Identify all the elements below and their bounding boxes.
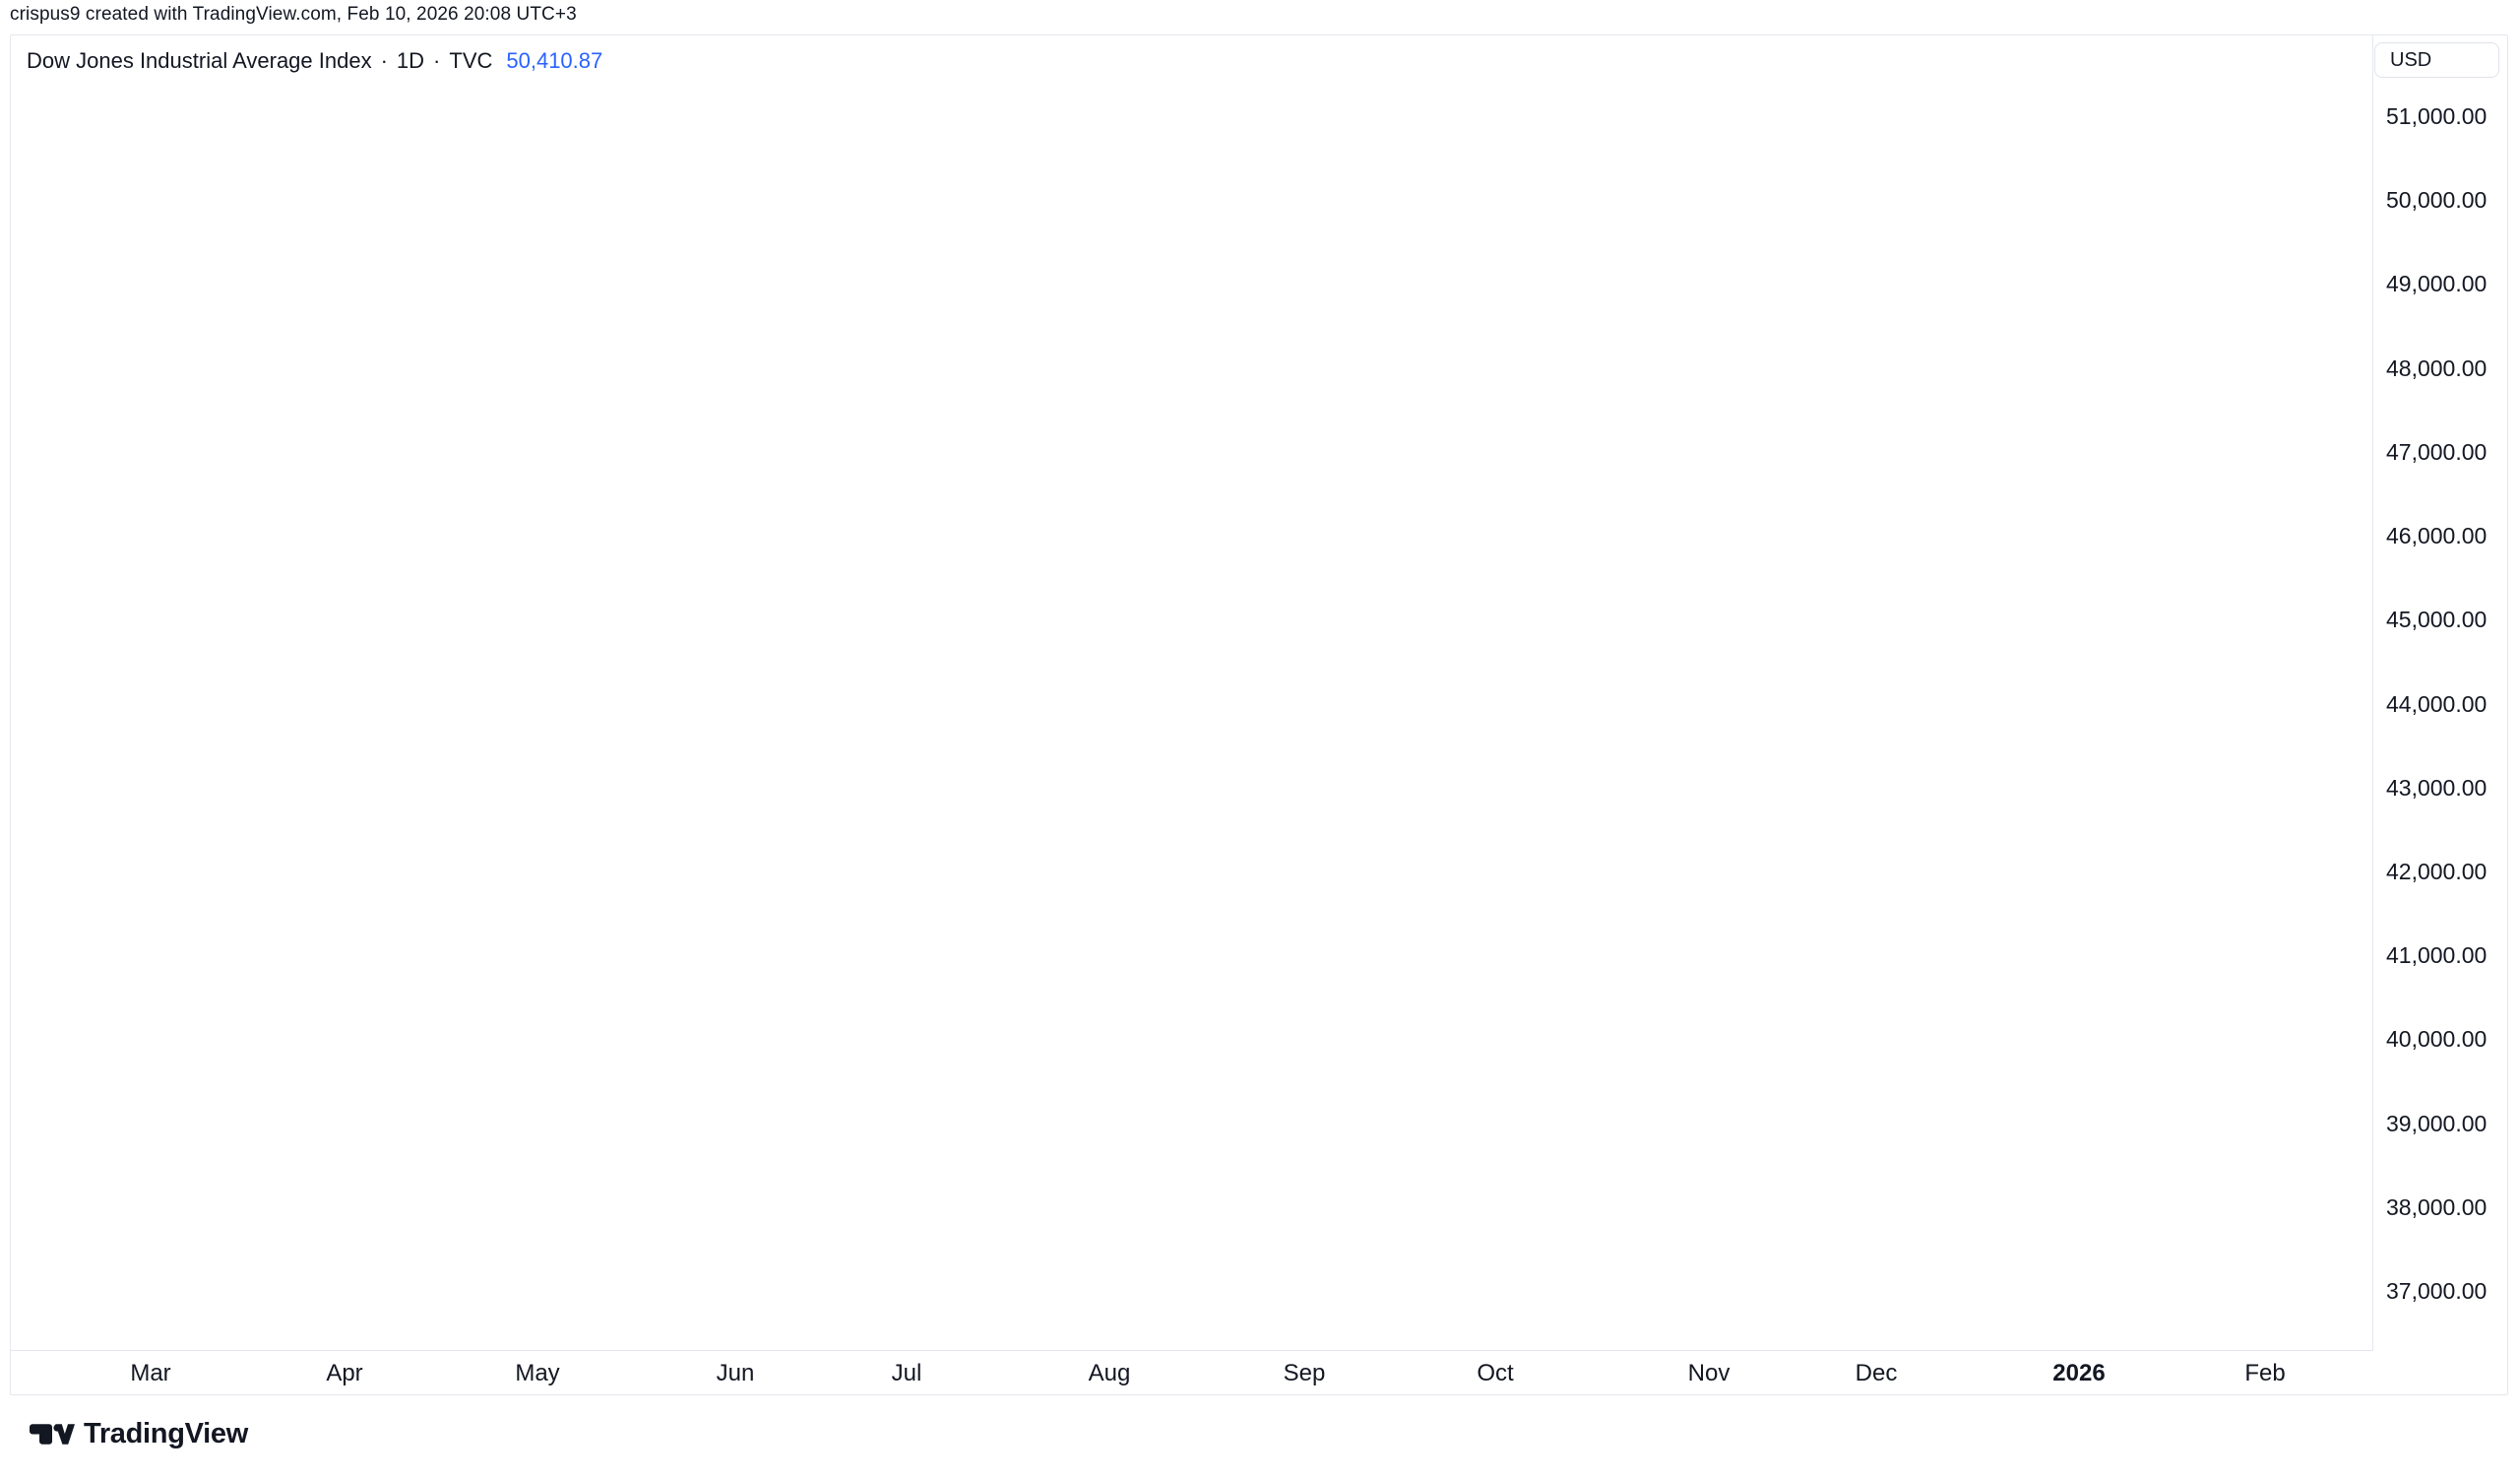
price-tick-label: 46,000.00 (2386, 523, 2488, 549)
time-tick-label: Sep (1283, 1360, 1326, 1386)
chart-legend: Dow Jones Industrial Average Index · 1D … (27, 47, 602, 75)
tradingview-logo[interactable]: TradingView (30, 1418, 248, 1450)
time-tick-label: Jul (891, 1360, 922, 1386)
time-axis-separator (11, 1350, 2373, 1351)
last-price-value: 50,410.87 (506, 48, 603, 73)
price-tick-label: 49,000.00 (2386, 271, 2488, 297)
attribution-text: crispus9 created with TradingView.com, F… (10, 4, 577, 25)
currency-button[interactable]: USD (2374, 42, 2499, 78)
time-tick-label: Dec (1855, 1360, 1898, 1386)
time-tick-label: Apr (326, 1360, 363, 1386)
time-tick-label: Mar (130, 1360, 171, 1386)
price-tick-label: 47,000.00 (2386, 438, 2488, 465)
tradingview-logomark-icon (30, 1424, 75, 1445)
price-tick-label: 51,000.00 (2386, 103, 2488, 129)
legend-separator: · (433, 48, 441, 73)
price-tick-label: 44,000.00 (2386, 690, 2488, 717)
time-tick-label: May (515, 1360, 560, 1386)
exchange-label: TVC (449, 48, 493, 73)
chart-panel (10, 34, 2508, 1395)
price-tick-label: 38,000.00 (2386, 1193, 2488, 1220)
time-tick-label: Jun (716, 1360, 755, 1386)
price-tick-label: 42,000.00 (2386, 858, 2488, 884)
price-tick-label: 39,000.00 (2386, 1110, 2488, 1136)
time-tick-label: Oct (1477, 1360, 1514, 1386)
legend-separator: · (380, 48, 388, 73)
price-axis-separator (2372, 35, 2373, 1350)
price-tick-label: 41,000.00 (2386, 942, 2488, 969)
price-tick-label: 50,000.00 (2386, 187, 2488, 214)
time-tick-label: Nov (1687, 1360, 1731, 1386)
symbol-title: Dow Jones Industrial Average Index (27, 48, 372, 73)
price-tick-label: 43,000.00 (2386, 774, 2488, 801)
tradingview-wordmark: TradingView (84, 1418, 248, 1449)
time-tick-label: Aug (1088, 1360, 1131, 1386)
price-tick-label: 37,000.00 (2386, 1278, 2488, 1304)
price-tick-label: 40,000.00 (2386, 1026, 2488, 1053)
time-tick-label: Feb (2244, 1360, 2286, 1386)
interval-label: 1D (396, 48, 425, 73)
price-tick-label: 45,000.00 (2386, 607, 2488, 633)
price-tick-label: 48,000.00 (2386, 354, 2488, 381)
time-tick-label: 2026 (2052, 1360, 2106, 1386)
